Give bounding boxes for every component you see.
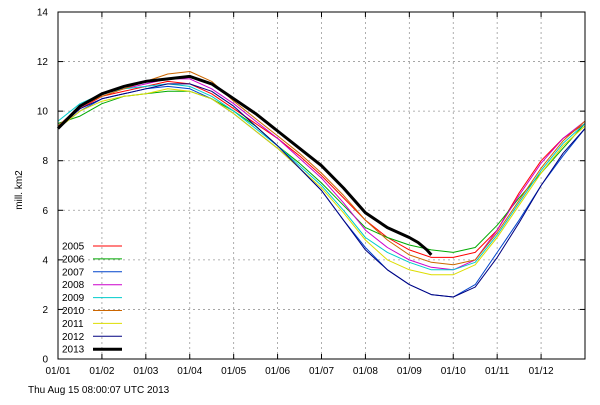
legend-label-2007: 2007 bbox=[62, 267, 85, 278]
y-tick-label: 0 bbox=[42, 355, 48, 366]
series-line-2012 bbox=[57, 83, 586, 298]
legend-label-2008: 2008 bbox=[62, 280, 85, 291]
x-tick-label: 01/09 bbox=[397, 366, 422, 377]
x-tick-label: 01/04 bbox=[177, 366, 202, 377]
x-tick-label: 01/07 bbox=[309, 366, 334, 377]
x-tick-label: 01/08 bbox=[353, 366, 378, 377]
x-tick-label: 01/01 bbox=[45, 366, 70, 377]
timestamp-footer: Thu Aug 15 08:00:07 UTC 2013 bbox=[28, 385, 170, 396]
y-tick-label: 12 bbox=[37, 57, 49, 68]
x-tick-label: 01/06 bbox=[265, 366, 290, 377]
x-tick-label: 01/02 bbox=[89, 366, 114, 377]
x-tick-label: 01/03 bbox=[133, 366, 158, 377]
series-line-2011 bbox=[57, 88, 586, 276]
legend-label-2013: 2013 bbox=[62, 345, 85, 356]
y-tick-label: 14 bbox=[37, 8, 49, 19]
series-line-2008 bbox=[57, 78, 586, 271]
series-line-2013 bbox=[56, 74, 433, 256]
series-line-2009 bbox=[57, 83, 586, 271]
legend-label-2009: 2009 bbox=[62, 293, 85, 304]
y-tick-label: 4 bbox=[42, 255, 48, 266]
y-tick-label: 8 bbox=[42, 156, 48, 167]
x-tick-label: 01/10 bbox=[441, 366, 466, 377]
x-tick-label: 01/12 bbox=[529, 366, 554, 377]
series-lines bbox=[56, 71, 586, 298]
x-tick-label: 01/05 bbox=[221, 366, 246, 377]
x-tick-label: 01/11 bbox=[485, 366, 510, 377]
legend-label-2011: 2011 bbox=[62, 319, 84, 330]
legend-label-2005: 2005 bbox=[62, 242, 85, 253]
y-axis-label: mill. km2 bbox=[14, 170, 25, 210]
y-tick-label: 6 bbox=[42, 206, 48, 217]
legend-label-2006: 2006 bbox=[62, 254, 85, 265]
legend-label-2010: 2010 bbox=[62, 306, 85, 317]
axis-ticks: 0 2 4 6 8 10 12 14 01/01 01/02 01/03 01/04 01/05 01/0… bbox=[37, 8, 585, 377]
y-tick-label: 2 bbox=[42, 305, 48, 316]
y-tick-label: 10 bbox=[37, 107, 49, 118]
legend-label-2012: 2012 bbox=[62, 332, 85, 343]
